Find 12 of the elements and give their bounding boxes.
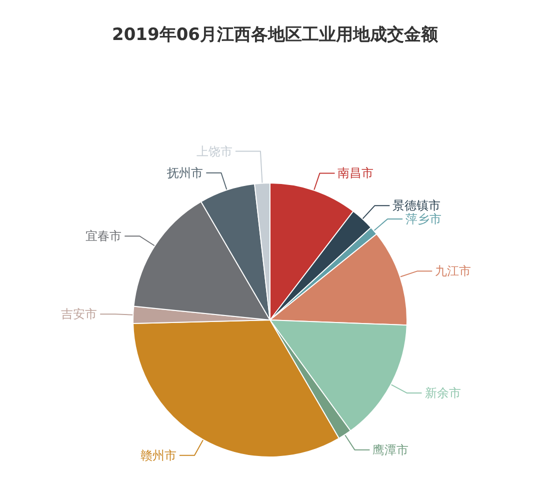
slice-label: 新余市 xyxy=(424,386,461,400)
slice-label: 南昌市 xyxy=(338,166,374,180)
slice-label: 鹰潭市 xyxy=(372,442,409,457)
slice-label: 赣州市 xyxy=(140,448,176,462)
slice-label: 萍乡市 xyxy=(406,212,442,226)
slice-label: 九江市 xyxy=(435,264,472,278)
chart-title: 2019年06月江西各地区工业用地成交金额 xyxy=(112,25,439,45)
slice-label: 宜春市 xyxy=(86,229,122,244)
slice-label: 吉安市 xyxy=(61,307,98,322)
slice-label: 上饶市 xyxy=(196,144,232,158)
slice-label: 景德镇市 xyxy=(392,198,441,213)
slice-label: 抚州市 xyxy=(166,166,204,180)
